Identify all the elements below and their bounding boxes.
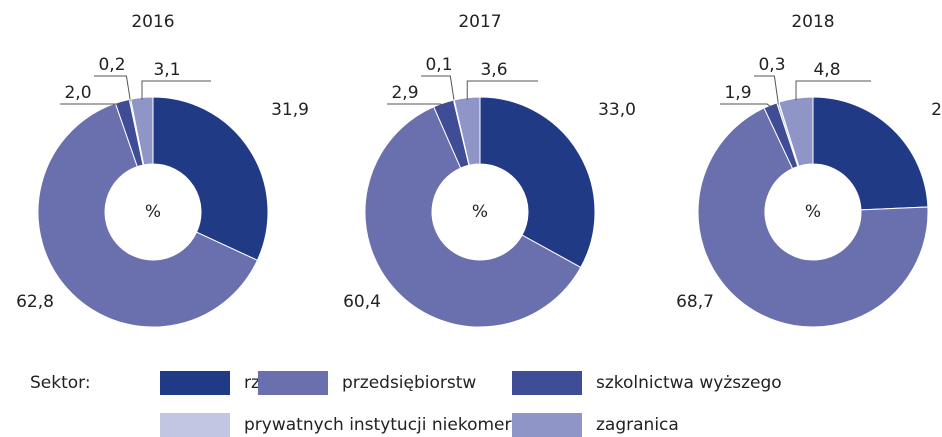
value-label: 68,7 <box>676 292 714 312</box>
center-label: % <box>805 202 821 222</box>
leader-line <box>60 102 123 105</box>
legend-label: przedsiębiorstw <box>342 373 476 393</box>
donut-segment <box>479 96 596 269</box>
leader-line <box>387 103 445 106</box>
legend-title: Sektor: <box>30 373 91 393</box>
center-label: % <box>145 202 161 222</box>
value-label: 60,4 <box>343 292 381 312</box>
center-label: % <box>472 202 488 222</box>
donut-segment <box>152 96 269 261</box>
leader-line <box>421 75 455 103</box>
value-label: 0,2 <box>98 55 125 75</box>
chart-title: 2018 <box>791 12 834 32</box>
value-label: 24,3 <box>931 100 942 120</box>
value-label: 3,1 <box>153 60 180 80</box>
value-label: 31,9 <box>271 100 309 120</box>
legend-swatch <box>160 371 230 395</box>
leader-line <box>720 103 772 108</box>
chart-title: 2017 <box>458 12 501 32</box>
value-label: 2,0 <box>64 83 91 103</box>
legend-label: prywatnych instytucji niekomercyjnych <box>244 415 576 435</box>
chart-title: 2016 <box>131 12 174 32</box>
donut-segment <box>364 106 582 328</box>
value-label: 3,6 <box>480 60 507 80</box>
leader-line <box>754 75 779 105</box>
donut-segment <box>130 96 154 166</box>
donut-segment <box>697 107 929 328</box>
legend-swatch <box>512 371 582 395</box>
donut-segment <box>37 102 259 328</box>
leader-line <box>466 80 538 100</box>
value-label: 4,8 <box>813 60 840 80</box>
legend-label: szkolnictwa wyższego <box>596 373 782 393</box>
legend-swatch <box>512 413 582 437</box>
legend-swatch <box>160 413 230 437</box>
value-label: 0,3 <box>758 55 785 75</box>
value-label: 62,8 <box>16 292 54 312</box>
leader-line <box>141 80 211 100</box>
legend-swatch <box>258 371 328 395</box>
donut-segment <box>453 96 481 166</box>
donut-segment <box>778 96 814 167</box>
legend-label: zagranica <box>596 415 679 435</box>
leader-line <box>795 80 871 101</box>
donut-segment <box>812 96 929 211</box>
value-label: 0,1 <box>425 55 452 75</box>
value-label: 2,9 <box>391 83 418 103</box>
leader-line <box>94 75 131 102</box>
value-label: 33,0 <box>598 100 636 120</box>
value-label: 1,9 <box>724 83 751 103</box>
